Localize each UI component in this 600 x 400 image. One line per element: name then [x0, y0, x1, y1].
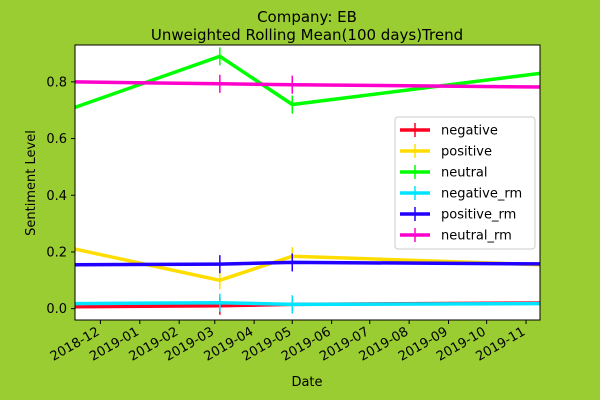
legend-label-positive_rm: positive_rm [441, 208, 516, 223]
series-layer [74, 47, 541, 315]
legend-label-neutral: neutral [441, 166, 488, 181]
y-axis-label: Sentiment Level [24, 130, 39, 236]
y-tick-label: 0.4 [46, 189, 67, 204]
y-tick-label: 0.0 [46, 302, 67, 317]
plot-frame [74, 44, 541, 321]
series-line-neutral_rm [74, 80, 541, 89]
x-axis-label: Date [291, 375, 322, 390]
y-tick-label: 0.8 [46, 75, 67, 90]
chart-subtitle: Unweighted Rolling Mean(100 days)Trend [151, 26, 463, 44]
y-tick-label: 0.2 [46, 245, 67, 260]
legend-label-negative_rm: negative_rm [441, 187, 522, 202]
legend-label-neutral_rm: neutral_rm [441, 229, 512, 244]
legend: negative positive neutral negative_rmpositi… [394, 116, 536, 250]
chart-title: Company: EB [257, 8, 357, 26]
legend-label-positive: positive [441, 145, 492, 160]
y-axis: 0.0 0.2 0.4 0.6 0.8 [46, 75, 75, 317]
legend-label-negative: negative [441, 124, 498, 139]
y-tick-label: 0.6 [46, 132, 67, 147]
series-line-negative_rm [74, 300, 541, 307]
series-line-positive_rm [74, 260, 541, 267]
